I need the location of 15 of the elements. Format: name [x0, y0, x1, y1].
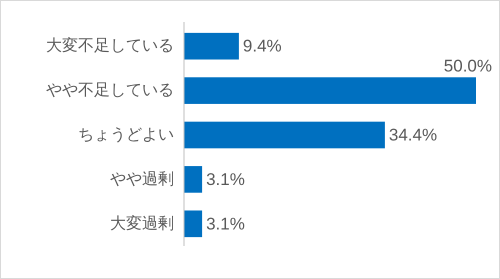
data-label: 9.4% — [242, 36, 282, 56]
y-tick-label: 大変過剰 — [110, 214, 174, 232]
y-tick-label: ちょうどよい — [78, 126, 174, 144]
bar — [184, 210, 202, 238]
bar — [184, 32, 239, 60]
data-label: 3.1% — [206, 170, 245, 189]
data-label: 34.4% — [388, 126, 438, 144]
bar — [184, 166, 202, 193]
bar — [184, 77, 476, 104]
data-label: 50.0% — [444, 56, 492, 76]
bar — [184, 122, 385, 148]
y-tick-label: 大変不足している — [46, 36, 174, 55]
data-label: 3.1% — [206, 214, 245, 234]
y-tick-label: やや過剰 — [110, 170, 174, 188]
y-tick-label: やや不足している — [46, 82, 174, 100]
